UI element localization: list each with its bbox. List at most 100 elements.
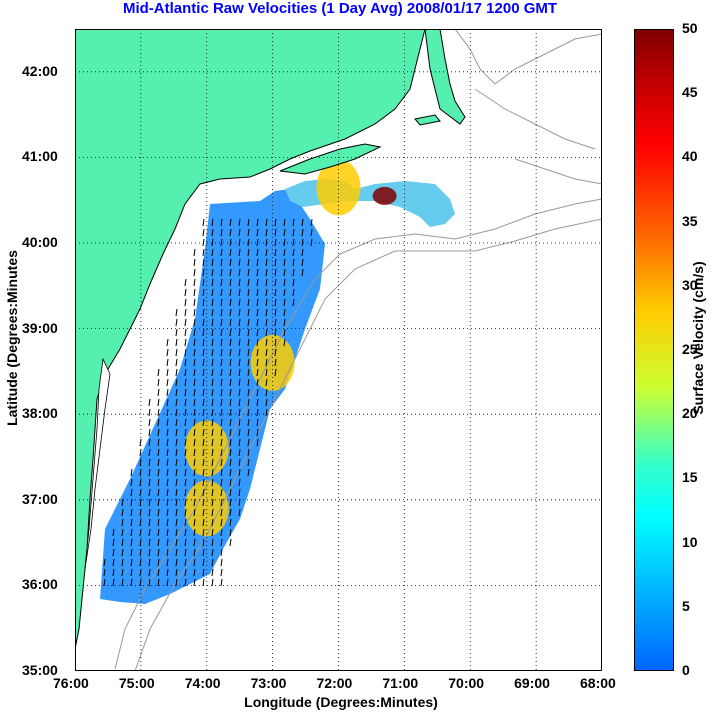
velocity-vector <box>193 478 196 487</box>
velocity-vector <box>121 538 124 547</box>
velocity-vector <box>256 358 259 367</box>
velocity-vector <box>283 268 286 277</box>
velocity-vector <box>220 348 223 357</box>
velocity-vector <box>247 358 250 367</box>
velocity-vector <box>220 428 223 437</box>
velocity-vector <box>184 358 187 367</box>
x-tick-label: 69:00 <box>514 675 550 691</box>
velocity-vector <box>175 358 178 367</box>
velocity-vector <box>211 278 214 287</box>
velocity-vector <box>166 458 169 467</box>
velocity-vector <box>274 248 277 257</box>
velocity-vector <box>238 258 241 267</box>
velocity-vector <box>229 318 232 327</box>
velocity-vector <box>193 448 196 457</box>
velocity-vector <box>292 238 295 247</box>
velocity-vector <box>130 548 133 557</box>
velocity-vector <box>265 398 268 407</box>
velocity-vector <box>139 488 142 497</box>
velocity-vector <box>193 308 196 317</box>
velocity-vector <box>229 228 232 237</box>
velocity-vector <box>301 228 304 237</box>
velocity-vector <box>247 368 250 377</box>
velocity-vector <box>283 298 286 307</box>
velocity-vector <box>211 268 214 277</box>
colorbar-tick-label: 0 <box>682 662 690 678</box>
velocity-vector <box>256 318 259 327</box>
velocity-vector <box>112 568 115 577</box>
velocity-vector <box>211 488 214 497</box>
velocity-vector <box>292 248 295 257</box>
velocity-vector <box>121 508 124 517</box>
velocity-vector <box>247 338 250 347</box>
velocity-vector <box>283 238 286 247</box>
velocity-vector <box>157 518 160 527</box>
velocity-vector <box>265 368 268 377</box>
velocity-vector <box>193 538 196 547</box>
velocity-vector <box>256 268 259 277</box>
velocity-vector <box>166 428 169 437</box>
x-tick-label: 71:00 <box>382 675 419 691</box>
velocity-vector <box>121 548 124 557</box>
velocity-vector <box>283 328 286 337</box>
velocity-vector <box>193 468 196 477</box>
velocity-vector <box>211 438 214 447</box>
velocity-vector <box>229 428 232 437</box>
y-tick-label: 42:00 <box>22 62 58 79</box>
velocity-vector <box>184 418 187 427</box>
velocity-vector <box>238 318 241 327</box>
velocity-vector <box>247 468 250 477</box>
velocity-vector <box>112 528 115 537</box>
velocity-vector <box>166 438 169 447</box>
velocity-vector <box>202 268 205 277</box>
velocity-vector <box>157 478 160 487</box>
y-tick-label: 38:00 <box>22 405 58 422</box>
velocity-vector <box>283 338 286 347</box>
velocity-vector <box>211 228 214 237</box>
colorbar-tick-label: 20 <box>682 405 698 422</box>
x-axis-label: Longitude (Degrees:Minutes) <box>244 694 438 710</box>
velocity-vector <box>211 288 214 297</box>
velocity-vector <box>220 228 223 237</box>
velocity-vector <box>256 278 259 287</box>
velocity-vector <box>193 558 196 567</box>
velocity-vector <box>130 568 133 577</box>
velocity-vector <box>112 578 115 587</box>
velocity-vector <box>229 498 232 507</box>
velocity-vector <box>292 228 295 237</box>
velocity-vector <box>193 268 196 277</box>
velocity-vector <box>175 438 178 447</box>
velocity-vector <box>139 498 142 507</box>
velocity-vector <box>148 518 151 527</box>
velocity-vector <box>220 518 223 527</box>
velocity-vector <box>211 398 214 407</box>
velocity-hotspot <box>372 186 397 205</box>
velocity-vector <box>202 378 205 387</box>
velocity-vector <box>148 538 151 547</box>
velocity-vector <box>265 348 268 357</box>
velocity-vector <box>247 268 250 277</box>
velocity-vector <box>193 418 196 427</box>
velocity-vector <box>238 268 241 277</box>
velocity-vector <box>202 368 205 377</box>
x-tick-label: 72:00 <box>316 675 353 691</box>
velocity-vector <box>202 408 205 417</box>
map-svg <box>75 29 602 671</box>
velocity-vector <box>229 508 232 517</box>
velocity-vector <box>121 528 124 537</box>
velocity-vector <box>148 418 151 427</box>
velocity-vector <box>157 378 160 387</box>
velocity-vector <box>121 558 124 567</box>
y-tick-label: 41:00 <box>22 148 58 165</box>
velocity-vector <box>247 438 250 447</box>
velocity-vector <box>184 328 187 337</box>
velocity-vector <box>130 518 133 527</box>
colorbar-tick-label: 45 <box>682 84 698 101</box>
velocity-vector <box>238 358 241 367</box>
velocity-vector <box>220 498 223 507</box>
velocity-vector <box>247 408 250 417</box>
velocity-vector <box>148 468 151 477</box>
velocity-vector <box>256 338 259 347</box>
velocity-vector <box>166 368 169 377</box>
velocity-vector <box>301 268 304 277</box>
